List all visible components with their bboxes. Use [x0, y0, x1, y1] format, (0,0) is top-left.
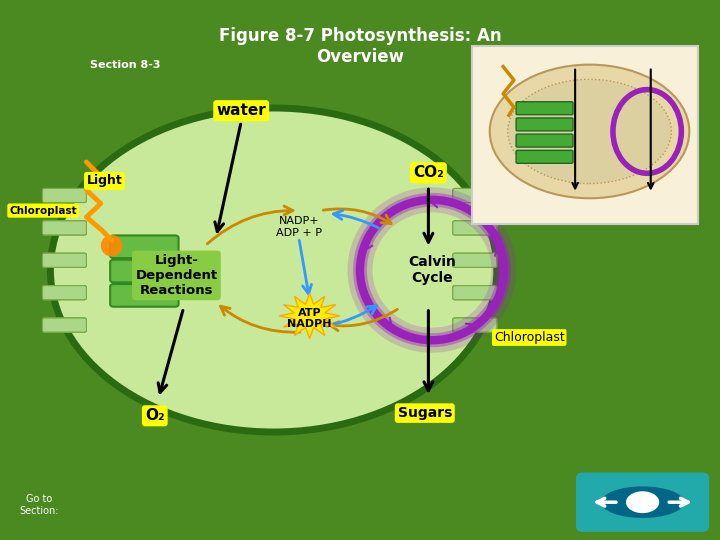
FancyBboxPatch shape [110, 235, 179, 258]
Ellipse shape [101, 235, 122, 256]
FancyBboxPatch shape [42, 286, 86, 300]
FancyBboxPatch shape [453, 318, 497, 332]
FancyBboxPatch shape [453, 286, 497, 300]
FancyBboxPatch shape [453, 188, 497, 202]
Text: Chloroplast: Chloroplast [494, 331, 564, 344]
Text: ATP
NADPH: ATP NADPH [287, 308, 332, 329]
FancyBboxPatch shape [42, 221, 86, 235]
Polygon shape [279, 293, 340, 339]
FancyBboxPatch shape [453, 188, 497, 202]
FancyBboxPatch shape [576, 472, 709, 532]
Text: Figure 8-7 Photosynthesis: An
Overview: Figure 8-7 Photosynthesis: An Overview [219, 27, 501, 66]
FancyBboxPatch shape [453, 286, 497, 300]
Text: Section 8-3: Section 8-3 [90, 60, 161, 70]
FancyBboxPatch shape [453, 286, 497, 300]
FancyBboxPatch shape [42, 318, 86, 332]
FancyBboxPatch shape [516, 102, 573, 114]
FancyBboxPatch shape [516, 134, 573, 147]
FancyBboxPatch shape [42, 318, 86, 332]
FancyBboxPatch shape [42, 188, 86, 202]
Text: NADP+
ADP + P: NADP+ ADP + P [276, 216, 322, 238]
FancyBboxPatch shape [453, 188, 497, 202]
FancyBboxPatch shape [453, 318, 497, 332]
Text: Chloroplast: Chloroplast [9, 206, 77, 215]
Ellipse shape [490, 65, 689, 198]
FancyBboxPatch shape [42, 188, 86, 202]
FancyBboxPatch shape [453, 253, 497, 267]
Ellipse shape [601, 487, 684, 518]
Text: CO₂: CO₂ [413, 165, 444, 180]
FancyBboxPatch shape [42, 253, 86, 267]
FancyBboxPatch shape [453, 221, 497, 235]
FancyBboxPatch shape [42, 318, 86, 332]
FancyBboxPatch shape [516, 150, 573, 163]
FancyBboxPatch shape [42, 221, 86, 235]
Ellipse shape [50, 108, 497, 432]
FancyBboxPatch shape [110, 260, 179, 282]
Text: Sugars: Sugars [397, 406, 452, 420]
FancyBboxPatch shape [42, 253, 86, 267]
Text: water: water [216, 103, 266, 118]
FancyBboxPatch shape [453, 253, 497, 267]
Text: Light-
Dependent
Reactions: Light- Dependent Reactions [135, 254, 217, 297]
Text: Go to
Section:: Go to Section: [20, 494, 59, 516]
Text: O₂: O₂ [145, 408, 165, 423]
Text: Light: Light [86, 174, 122, 187]
FancyBboxPatch shape [516, 118, 573, 131]
FancyBboxPatch shape [42, 221, 86, 235]
Ellipse shape [508, 79, 671, 184]
FancyBboxPatch shape [42, 286, 86, 300]
FancyBboxPatch shape [453, 221, 497, 235]
FancyBboxPatch shape [453, 318, 497, 332]
Ellipse shape [626, 491, 660, 513]
FancyBboxPatch shape [42, 253, 86, 267]
FancyBboxPatch shape [110, 284, 179, 307]
FancyBboxPatch shape [453, 253, 497, 267]
FancyBboxPatch shape [453, 221, 497, 235]
FancyBboxPatch shape [472, 46, 698, 224]
FancyBboxPatch shape [42, 286, 86, 300]
Text: Calvin
Cycle: Calvin Cycle [408, 255, 456, 285]
FancyBboxPatch shape [42, 188, 86, 202]
